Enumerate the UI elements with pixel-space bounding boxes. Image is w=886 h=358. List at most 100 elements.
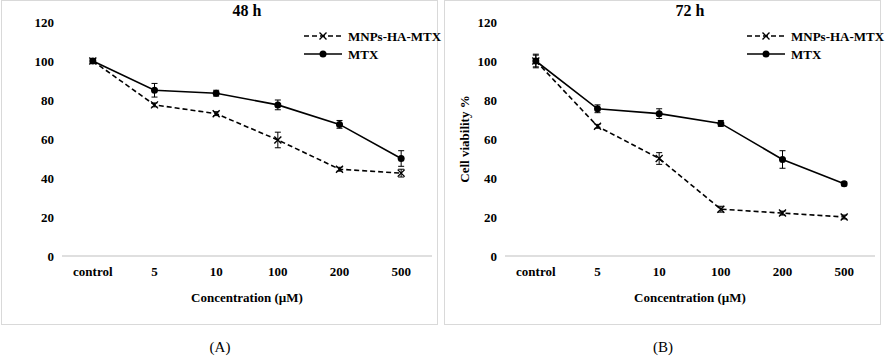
series-line	[536, 61, 844, 184]
x-tick-label: 200	[330, 264, 350, 279]
marker	[89, 58, 96, 65]
y-tick	[59, 217, 62, 218]
panel: 72 h 0 20 40 60 80 100 120 control 5 10 100 200 500 Co…	[445, 1, 885, 357]
y-tick-label: 100	[35, 54, 55, 69]
error-bar	[533, 55, 539, 67]
y-tick	[59, 100, 62, 101]
series-line	[93, 61, 401, 159]
y-tick	[502, 100, 505, 101]
title: 72 h	[676, 2, 705, 19]
error-bar	[275, 100, 281, 110]
x-tick-label: 10	[210, 264, 223, 279]
error-bar	[656, 153, 662, 165]
y-tick-label: 20	[484, 210, 497, 225]
marker	[213, 90, 220, 97]
x-tick-label: control	[516, 264, 556, 279]
y-tick	[59, 178, 62, 179]
marker	[594, 123, 601, 130]
marker	[151, 101, 158, 108]
legend-label: MNPs-HA-MTX	[791, 29, 885, 44]
x-axis-label: Concentration (µM)	[634, 290, 746, 305]
marker	[656, 110, 663, 117]
marker	[532, 58, 539, 65]
series-line	[93, 61, 401, 173]
y-tick	[502, 61, 505, 62]
y-tick	[502, 178, 505, 179]
title: 48 h	[233, 2, 262, 19]
marker	[532, 58, 539, 65]
x-tick-label: 5	[151, 264, 158, 279]
y-tick-label: 40	[41, 171, 54, 186]
legend-marker	[763, 33, 770, 40]
x-axis	[505, 256, 875, 257]
error-bar	[398, 151, 404, 167]
marker	[656, 155, 663, 162]
error-bar	[152, 83, 158, 97]
plot-area	[89, 58, 404, 178]
error-bar	[337, 120, 343, 128]
x-tick-label: 500	[391, 264, 411, 279]
error-bar	[656, 109, 662, 119]
x-tick-label: control	[73, 264, 113, 279]
marker	[89, 58, 96, 65]
y-tick-label: 80	[484, 93, 497, 108]
y-tick-label: 40	[484, 171, 497, 186]
x-tick-label: 100	[268, 264, 288, 279]
x-tick-label: 200	[773, 264, 793, 279]
y-axis-label: Cell viability %	[457, 95, 472, 182]
error-bar	[533, 54, 539, 68]
y-tick-label: 20	[41, 210, 54, 225]
y-tick	[502, 217, 505, 218]
x-tick-label: 100	[711, 264, 731, 279]
legend-marker	[320, 51, 327, 58]
y-tick-label: 0	[491, 249, 498, 264]
y-tick-label: 120	[35, 15, 55, 30]
error-bar	[213, 90, 219, 96]
marker	[717, 206, 724, 213]
legend-marker	[763, 51, 770, 58]
y-tick-label: 120	[478, 15, 498, 30]
marker	[336, 166, 343, 173]
legend-marker	[320, 33, 327, 40]
y-tick	[59, 256, 62, 257]
y-tick	[59, 139, 62, 140]
y-tick	[502, 256, 505, 257]
marker	[779, 156, 786, 163]
series-line	[536, 61, 844, 217]
panel-frame	[2, 1, 438, 325]
marker	[398, 155, 405, 162]
error-bar	[275, 132, 281, 148]
error-bar	[718, 120, 724, 126]
marker	[398, 170, 405, 177]
y-tick	[502, 139, 505, 140]
y-tick-label: 60	[484, 132, 497, 147]
marker	[841, 214, 848, 221]
marker	[841, 180, 848, 187]
y-tick	[59, 61, 62, 62]
marker	[779, 210, 786, 217]
marker	[336, 121, 343, 128]
marker	[151, 87, 158, 94]
x-tick-label: 500	[834, 264, 854, 279]
legend-label: MTX	[791, 47, 822, 62]
y-tick-label: 100	[478, 54, 498, 69]
panel: 48 h 0 20 40 60 80 100 120 control 5 10 100 200 500 Co…	[2, 1, 442, 357]
y-tick	[59, 22, 62, 23]
y-tick	[502, 22, 505, 23]
error-bar	[595, 105, 601, 113]
marker	[274, 101, 281, 108]
panel-label: (B)	[653, 339, 673, 356]
x-tick-label: 5	[594, 264, 601, 279]
y-tick-label: 0	[48, 249, 55, 264]
legend-label: MNPs-HA-MTX	[348, 29, 442, 44]
y-tick-label: 60	[41, 132, 54, 147]
marker	[717, 120, 724, 127]
x-axis-label: Concentration (µM)	[191, 290, 303, 305]
error-bar	[398, 169, 404, 177]
marker	[274, 136, 281, 143]
x-tick-label: 10	[653, 264, 666, 279]
y-tick-label: 80	[41, 93, 54, 108]
marker	[213, 110, 220, 117]
error-bar	[718, 206, 724, 212]
marker	[594, 105, 601, 112]
